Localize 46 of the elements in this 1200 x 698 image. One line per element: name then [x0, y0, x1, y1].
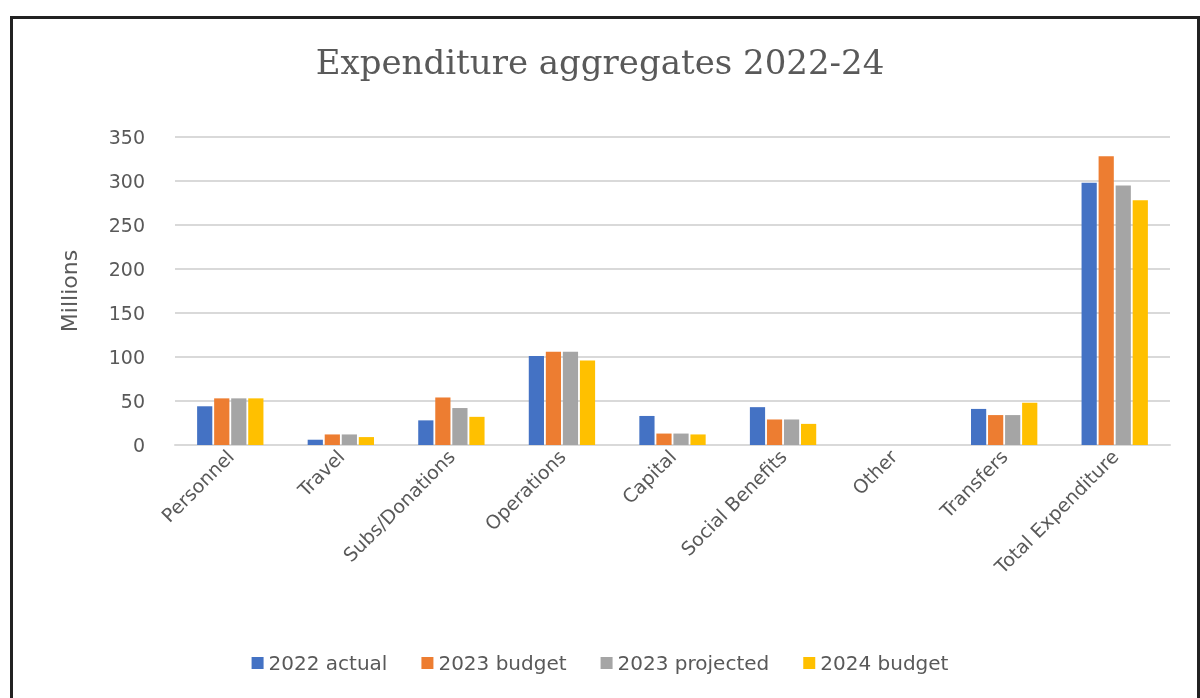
bar: [1022, 402, 1038, 445]
bar: [435, 397, 451, 445]
bar: [1115, 185, 1131, 445]
bar: [673, 433, 689, 445]
bar: [248, 398, 264, 445]
y-tick-label: 100: [108, 346, 145, 368]
bar: [988, 415, 1004, 445]
legend-label: 2022 actual: [268, 651, 388, 675]
legend-label: 2023 budget: [438, 651, 567, 675]
y-tick-label: 0: [132, 434, 145, 456]
bar: [231, 398, 247, 445]
bar: [1132, 200, 1148, 445]
y-tick-label: 250: [108, 214, 145, 236]
chart-title: Expenditure aggregates 2022-24: [315, 42, 885, 82]
y-tick-label: 300: [108, 170, 145, 192]
bar: [528, 356, 544, 445]
bar: [1081, 182, 1097, 445]
bar: [639, 415, 655, 445]
bar: [1005, 415, 1021, 445]
bar: [307, 439, 323, 445]
legend-label: 2023 projected: [617, 651, 770, 675]
bar: [324, 434, 340, 445]
bar: [690, 434, 706, 445]
y-tick-label: 200: [108, 258, 145, 280]
bar: [783, 419, 800, 445]
bar: [214, 398, 230, 445]
y-tick-label: 350: [108, 126, 145, 148]
bar: [1098, 156, 1114, 445]
bar: [358, 437, 374, 445]
bar: [469, 416, 485, 445]
bar: [749, 407, 766, 445]
bar: [545, 351, 562, 445]
bar: [418, 420, 434, 445]
y-tick-label: 50: [120, 390, 145, 412]
bar: [801, 423, 817, 445]
bar: [562, 351, 579, 445]
bar: [971, 408, 987, 445]
legend-label: 2024 budget: [820, 651, 949, 675]
bar: [341, 434, 357, 445]
bar: [579, 360, 596, 445]
y-axis-title: Millions: [56, 249, 82, 333]
bar: [656, 433, 672, 445]
y-tick-label: 150: [108, 302, 145, 324]
bar: [452, 408, 468, 445]
bar: [766, 419, 783, 445]
bar: [197, 406, 213, 445]
